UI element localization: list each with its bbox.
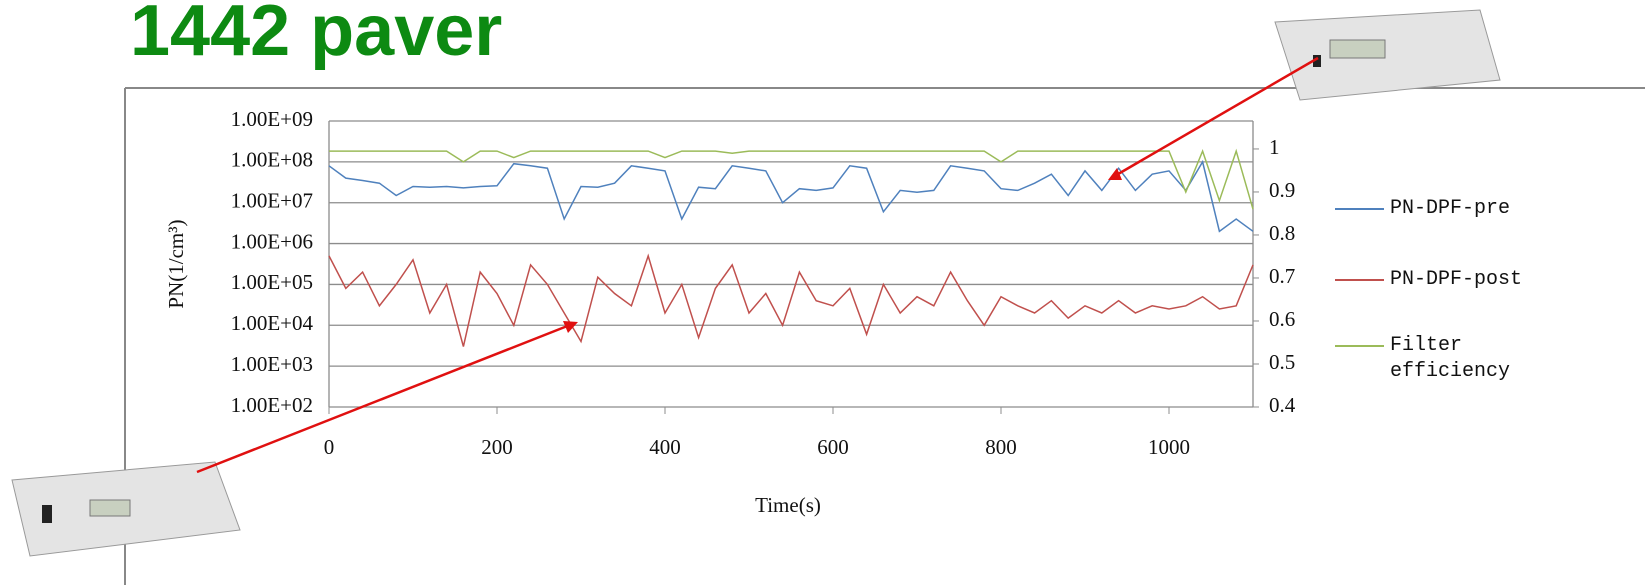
- legend-label: Filter efficiency: [1390, 334, 1511, 383]
- y2-tick-label: 0.4: [1269, 393, 1296, 417]
- arrow-head: [563, 321, 578, 333]
- series-line: [328, 253, 1254, 347]
- x-tick-label: 800: [985, 435, 1017, 459]
- x-tick-label: 0: [324, 435, 335, 459]
- y2-tick-label: 0.9: [1269, 178, 1295, 202]
- y-tick-label: 1.00E+05: [231, 270, 313, 294]
- legend-label: PN-DPF-post: [1390, 268, 1523, 291]
- chart-title: 1442 paver: [130, 0, 502, 71]
- y-tick-label: 1.00E+04: [231, 311, 314, 335]
- x-tick-label: 400: [649, 435, 681, 459]
- device-top: [1274, 9, 1501, 101]
- y-axis-label: PN(1/cm³): [164, 219, 188, 308]
- x-tick-label: 200: [481, 435, 513, 459]
- x-axis-label: Time(s): [755, 493, 821, 517]
- arrow-head: [1108, 168, 1122, 180]
- y-tick-label: 1.00E+03: [231, 352, 313, 376]
- plot-area: 1.00E+02 1.00E+03 1.00E+04 1.00E+05 1.00E+06…: [231, 107, 1384, 459]
- arrow: [196, 321, 576, 474]
- x-tick-label: 1000: [1148, 435, 1190, 459]
- y2-tick-label: 0.6: [1269, 307, 1295, 331]
- device-bottom: [11, 461, 241, 557]
- y2-tick-label: 1: [1269, 135, 1280, 159]
- y-tick-label: 1.00E+07: [231, 189, 313, 213]
- y2-tick-label: 0.7: [1269, 264, 1295, 288]
- series-line: [328, 159, 1254, 233]
- y-tick-label: 1.00E+06: [231, 229, 313, 253]
- series-line: [329, 148, 1254, 210]
- y-tick-label: 1.00E+09: [231, 107, 313, 131]
- y-tick-label: 1.00E+08: [231, 148, 313, 172]
- x-tick-label: 600: [817, 435, 849, 459]
- legend-label: PN-DPF-pre: [1390, 197, 1511, 220]
- y-tick-label: 1.00E+02: [231, 393, 313, 417]
- y2-tick-label: 0.8: [1269, 221, 1295, 245]
- arrow: [1112, 56, 1319, 179]
- y2-tick-label: 0.5: [1269, 350, 1295, 374]
